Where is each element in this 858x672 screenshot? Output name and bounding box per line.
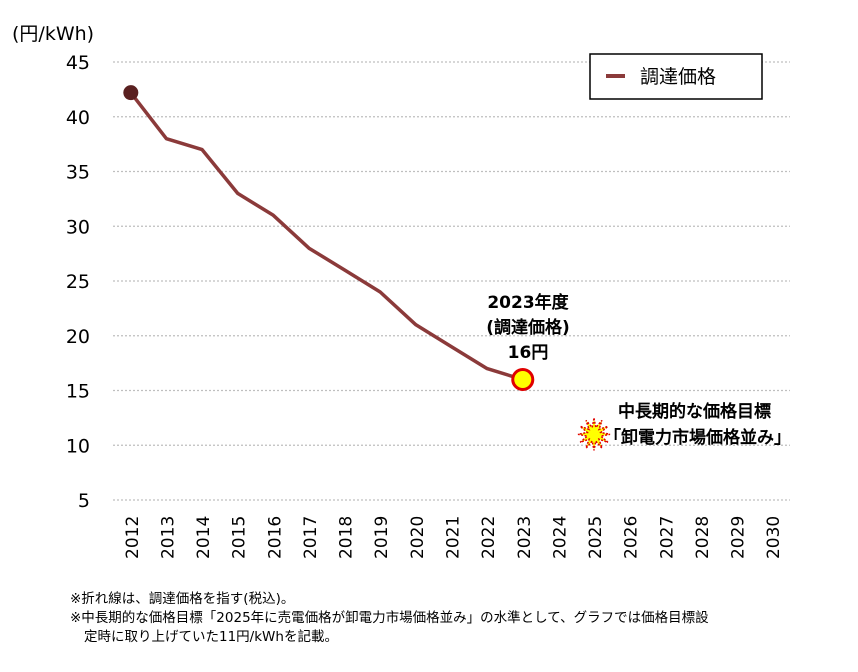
annotation-2023: 2023年度 (調達価格) 16円 <box>486 292 570 363</box>
start-point-marker <box>123 85 139 101</box>
end-point-marker <box>511 368 535 392</box>
y-tick-label: 20 <box>66 326 90 348</box>
series-line <box>129 91 524 382</box>
y-tick-label: 5 <box>78 490 90 512</box>
y-tick-label: 45 <box>66 52 90 74</box>
target-star-marker <box>577 418 611 451</box>
x-tick-label: 2029 <box>729 516 749 559</box>
y-tick-label: 25 <box>66 271 90 293</box>
series-lines <box>129 91 524 382</box>
y-tick-label: 30 <box>66 216 90 238</box>
x-tick-label: 2014 <box>194 516 214 559</box>
y-tick-label: 35 <box>66 162 90 184</box>
grid-lines <box>113 61 790 501</box>
x-tick-label: 2015 <box>230 516 250 559</box>
x-tick-label: 2023 <box>515 516 535 559</box>
x-tick-label: 2028 <box>693 516 713 559</box>
footnote-3: 定時に取り上げていた11円/kWhを記載。 <box>84 629 338 645</box>
x-tick-label: 2013 <box>158 516 178 559</box>
annotation-end-line2: (調達価格) <box>486 317 570 338</box>
legend-label: 調達価格 <box>640 66 716 88</box>
x-tick-label: 2027 <box>657 516 677 559</box>
x-tick-label: 2017 <box>301 516 321 559</box>
x-tick-label: 2025 <box>586 516 606 559</box>
y-axis-unit-label: (円/kWh) <box>12 23 94 45</box>
annotation-target: 中長期的な価格目標 「卸電力市場価格並み」 <box>604 401 791 448</box>
x-tick-label: 2026 <box>622 516 642 559</box>
y-tick-label: 10 <box>66 435 90 457</box>
x-tick-label: 2019 <box>372 516 392 559</box>
marks <box>123 85 611 451</box>
x-tick-labels: 2012 2013 2014 2015 2016 2017 2018 2019 2020 2021… <box>123 516 784 559</box>
x-tick-label: 2020 <box>408 516 428 559</box>
x-tick-label: 2018 <box>337 516 357 559</box>
legend: 調達価格 <box>589 53 763 100</box>
annotation-end-line1: 2023年度 <box>487 292 569 313</box>
annotation-end-line3: 16円 <box>508 343 549 363</box>
x-tick-label: 2024 <box>550 516 570 559</box>
annotation-target-line2: 「卸電力市場価格並み」 <box>604 427 791 448</box>
x-tick-label: 2030 <box>764 516 784 559</box>
x-tick-label: 2022 <box>479 516 499 559</box>
x-tick-label: 2021 <box>444 516 464 559</box>
y-tick-labels: 5 10 15 20 25 30 35 40 45 <box>66 52 90 512</box>
footnote-2: ※中長期的な価格目標「2025年に売電価格が卸電力市場価格並み」の水準として、グ… <box>70 610 709 626</box>
y-tick-label: 15 <box>66 381 90 403</box>
y-tick-label: 40 <box>66 107 90 129</box>
footnote-1: ※折れ線は、調達価格を指す(税込)。 <box>70 591 295 607</box>
x-tick-label: 2016 <box>265 516 285 559</box>
footnotes: ※折れ線は、調達価格を指す(税込)。 ※中長期的な価格目標「2025年に売電価格… <box>70 590 709 647</box>
x-tick-label: 2012 <box>123 516 143 559</box>
annotation-target-line1: 中長期的な価格目標 <box>618 401 771 422</box>
